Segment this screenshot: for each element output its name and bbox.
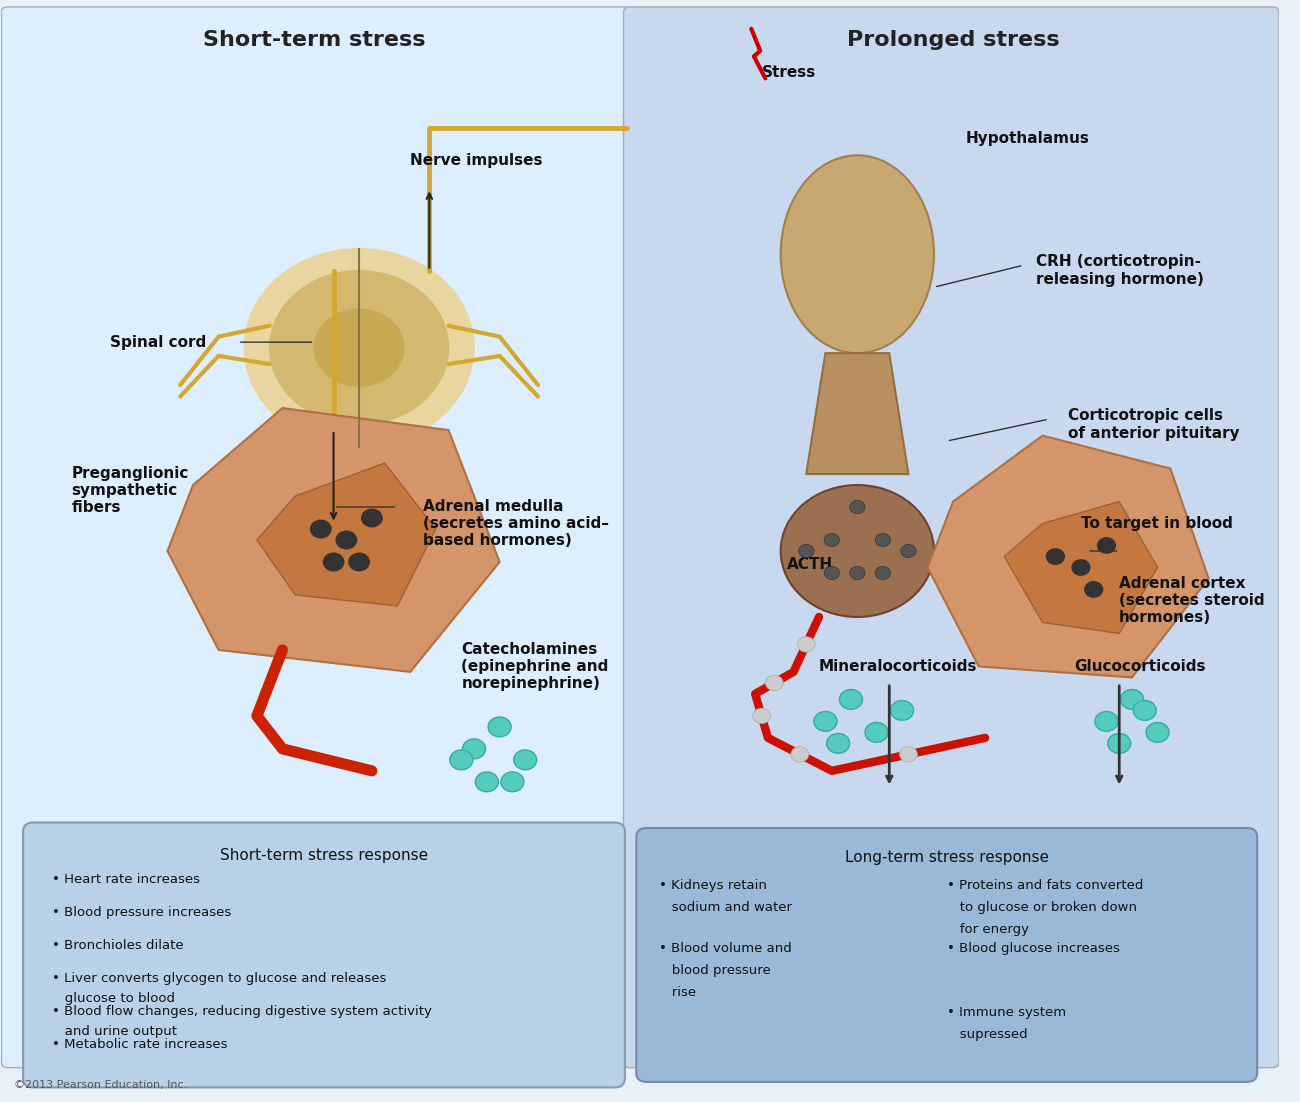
Circle shape <box>488 717 511 737</box>
Circle shape <box>1072 560 1089 575</box>
Circle shape <box>814 712 837 732</box>
Text: Adrenal medulla
(secretes amino acid–
based hormones): Adrenal medulla (secretes amino acid– ba… <box>422 498 608 549</box>
Text: Prolonged stress: Prolonged stress <box>846 30 1060 50</box>
Text: ©2013 Pearson Education, Inc.: ©2013 Pearson Education, Inc. <box>14 1080 187 1090</box>
Circle shape <box>891 701 914 721</box>
Text: • Heart rate increases: • Heart rate increases <box>52 873 200 886</box>
Circle shape <box>875 533 891 547</box>
Text: • Proteins and fats converted: • Proteins and fats converted <box>946 878 1143 892</box>
FancyBboxPatch shape <box>624 7 1279 1068</box>
Polygon shape <box>168 408 499 672</box>
Text: • Bronchioles dilate: • Bronchioles dilate <box>52 939 185 952</box>
Text: rise: rise <box>659 986 697 1000</box>
Text: Preganglionic
sympathetic
fibers: Preganglionic sympathetic fibers <box>72 466 188 516</box>
Text: • Immune system: • Immune system <box>946 1006 1066 1019</box>
Text: Hypothalamus: Hypothalamus <box>966 131 1089 147</box>
Circle shape <box>1134 701 1156 721</box>
Text: for energy: for energy <box>946 922 1028 936</box>
Text: • Metabolic rate increases: • Metabolic rate increases <box>52 1038 227 1051</box>
Text: Catecholamines
(epinephrine and
norepinephrine): Catecholamines (epinephrine and norepine… <box>462 641 608 691</box>
Circle shape <box>514 750 537 769</box>
Text: Short-term stress: Short-term stress <box>203 30 425 50</box>
Circle shape <box>1095 712 1118 732</box>
Circle shape <box>315 310 404 386</box>
Polygon shape <box>1005 501 1157 634</box>
Circle shape <box>824 566 840 580</box>
Circle shape <box>827 734 850 754</box>
Circle shape <box>476 771 498 791</box>
Text: • Blood pressure increases: • Blood pressure increases <box>52 906 231 919</box>
Text: Adrenal cortex
(secretes steroid
hormones): Adrenal cortex (secretes steroid hormone… <box>1119 575 1265 625</box>
Text: Glucocorticoids: Glucocorticoids <box>1075 659 1206 674</box>
Text: • Kidneys retain: • Kidneys retain <box>659 878 767 892</box>
Polygon shape <box>806 353 909 474</box>
Circle shape <box>244 249 474 446</box>
Text: supressed: supressed <box>946 1028 1027 1041</box>
Circle shape <box>1084 582 1102 597</box>
FancyBboxPatch shape <box>636 828 1257 1082</box>
Text: blood pressure: blood pressure <box>659 964 771 977</box>
Text: Corticotropic cells
of anterior pituitary: Corticotropic cells of anterior pituitar… <box>1069 409 1240 441</box>
Text: Long-term stress response: Long-term stress response <box>845 850 1049 865</box>
Text: Short-term stress response: Short-term stress response <box>220 847 428 863</box>
Circle shape <box>797 637 815 652</box>
Text: and urine output: and urine output <box>52 1025 178 1038</box>
Text: • Blood glucose increases: • Blood glucose increases <box>946 942 1119 955</box>
Circle shape <box>1046 549 1065 564</box>
FancyBboxPatch shape <box>1 7 630 1068</box>
Circle shape <box>798 544 814 558</box>
Circle shape <box>840 690 862 710</box>
Circle shape <box>864 723 888 743</box>
Text: • Blood volume and: • Blood volume and <box>659 942 792 955</box>
Text: sodium and water: sodium and water <box>659 900 792 914</box>
Circle shape <box>850 500 865 514</box>
Circle shape <box>269 271 448 424</box>
Circle shape <box>1121 690 1144 710</box>
Circle shape <box>766 676 783 691</box>
Circle shape <box>753 709 771 724</box>
Circle shape <box>463 739 486 759</box>
Text: glucose to blood: glucose to blood <box>52 992 176 1005</box>
Ellipse shape <box>781 155 933 353</box>
Text: Nerve impulses: Nerve impulses <box>411 153 542 169</box>
Circle shape <box>850 566 865 580</box>
Circle shape <box>311 520 332 538</box>
Circle shape <box>361 509 382 527</box>
Circle shape <box>875 566 891 580</box>
Text: Spinal cord: Spinal cord <box>111 335 207 349</box>
Circle shape <box>324 553 343 571</box>
Circle shape <box>824 533 840 547</box>
Text: • Liver converts glycogen to glucose and releases: • Liver converts glycogen to glucose and… <box>52 972 387 985</box>
Polygon shape <box>257 463 436 606</box>
Polygon shape <box>928 435 1209 678</box>
Text: CRH (corticotropin-
releasing hormone): CRH (corticotropin- releasing hormone) <box>1036 255 1204 287</box>
Circle shape <box>1147 723 1169 743</box>
Circle shape <box>337 531 356 549</box>
Text: ACTH: ACTH <box>786 557 833 572</box>
Text: To target in blood: To target in blood <box>1080 516 1232 531</box>
Circle shape <box>901 544 916 558</box>
Circle shape <box>348 553 369 571</box>
Circle shape <box>790 747 809 763</box>
Circle shape <box>781 485 933 617</box>
Text: Mineralocorticoids: Mineralocorticoids <box>819 659 978 674</box>
Circle shape <box>1108 734 1131 754</box>
Text: to glucose or broken down: to glucose or broken down <box>946 900 1136 914</box>
FancyBboxPatch shape <box>23 822 625 1088</box>
Circle shape <box>450 750 473 769</box>
Circle shape <box>900 747 918 763</box>
Text: • Blood flow changes, reducing digestive system activity: • Blood flow changes, reducing digestive… <box>52 1005 433 1018</box>
Circle shape <box>1097 538 1115 553</box>
Text: Stress: Stress <box>762 65 816 80</box>
Circle shape <box>500 771 524 791</box>
